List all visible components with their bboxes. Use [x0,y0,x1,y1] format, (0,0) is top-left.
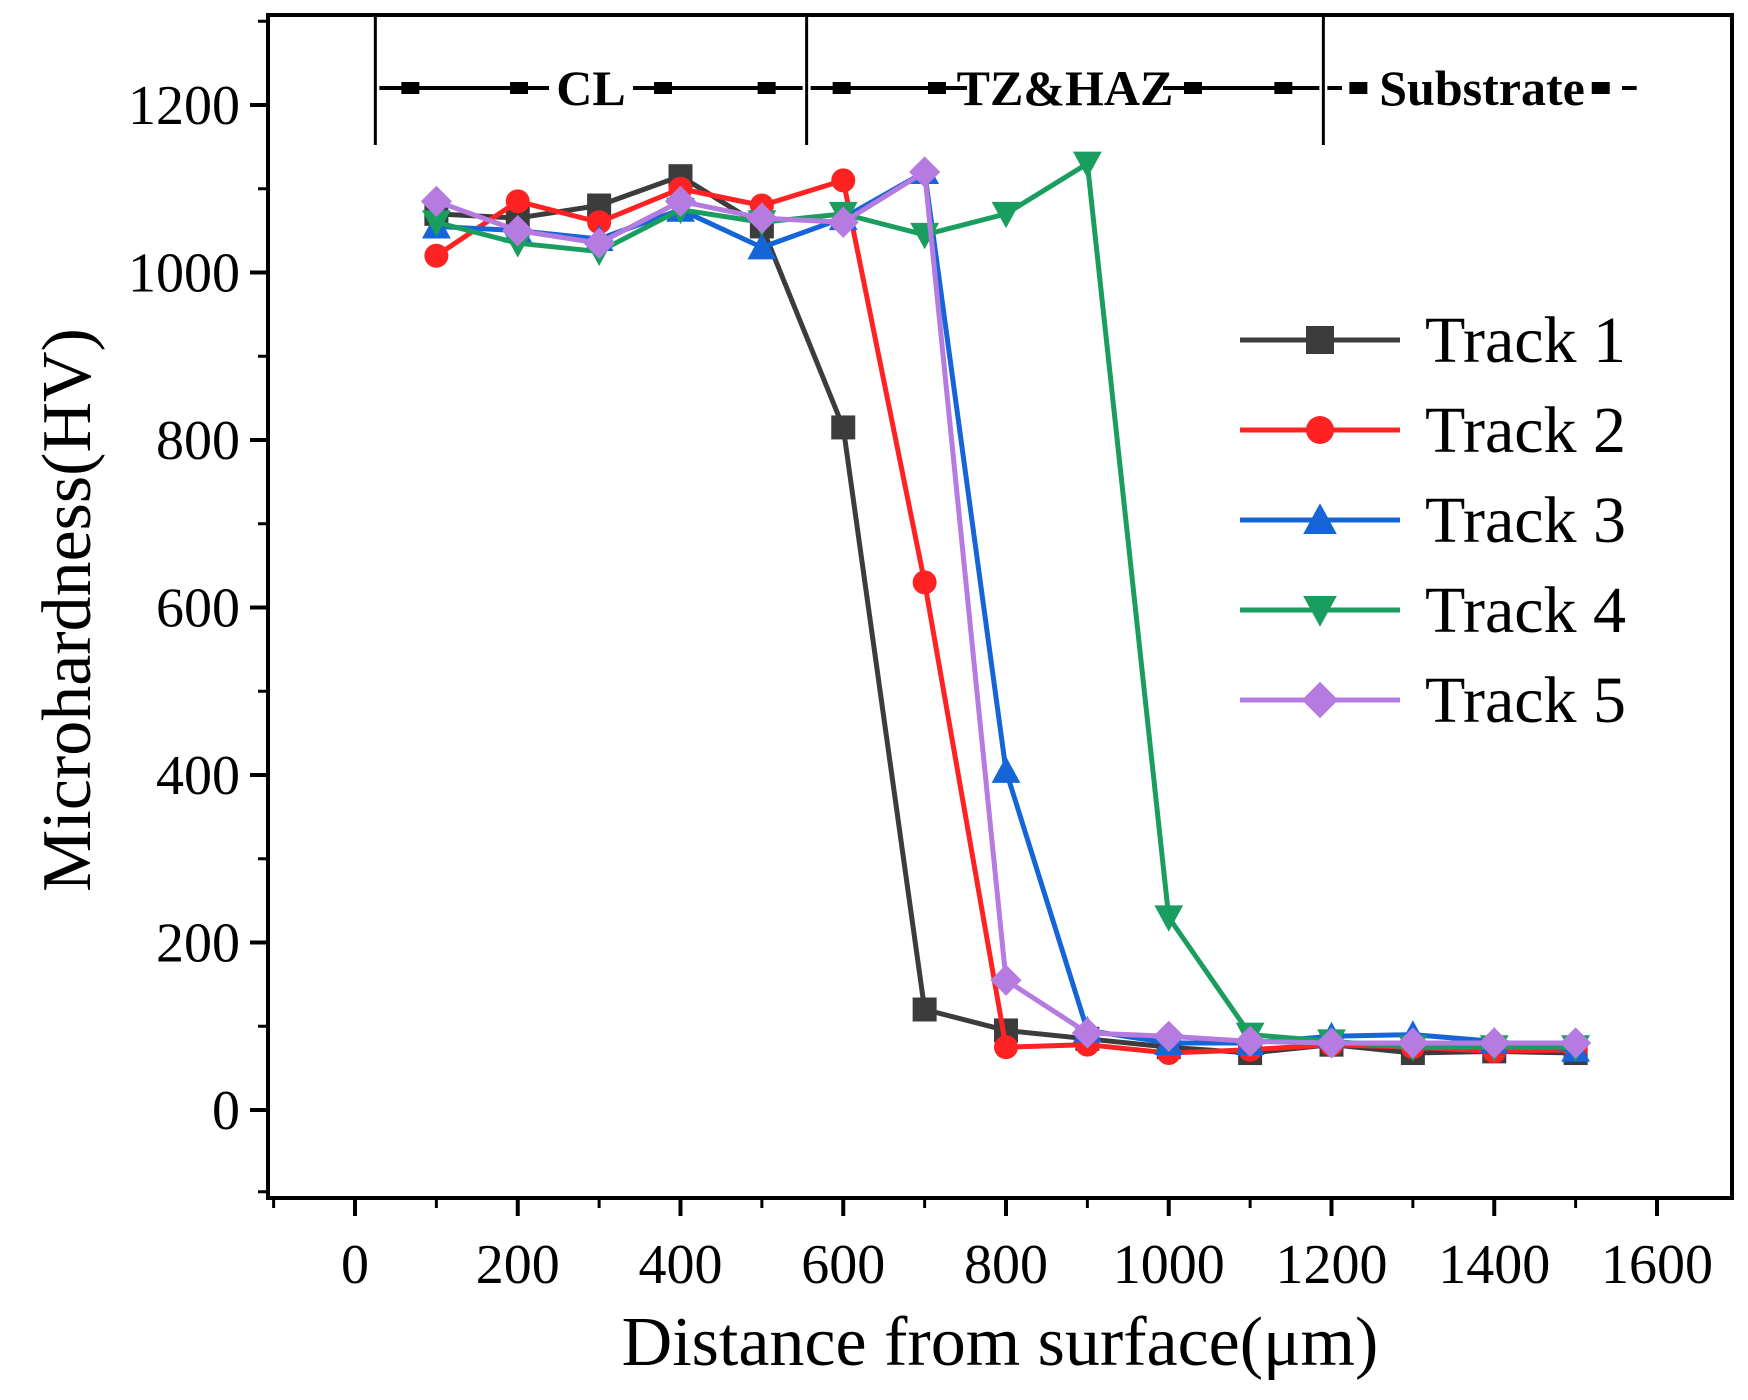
legend-item: Track 3 [1240,484,1626,557]
x-tick-label: 1600 [1601,1234,1713,1296]
data-point [747,232,777,260]
data-point [912,997,937,1022]
series-line [435,161,1576,1050]
y-tick-label: 1200 [128,75,240,137]
data-point [502,215,534,247]
zone-label: TZ&HAZ [957,60,1174,116]
data-point [827,206,859,238]
data-point [1154,905,1184,932]
data-point [990,964,1022,996]
data-point [994,1035,1018,1060]
zone-marker [401,82,420,94]
data-point [1303,503,1337,534]
data-point [1071,1017,1103,1049]
zone-marker [1591,82,1610,94]
zone-marker [1349,82,1368,94]
data-point [1072,151,1102,179]
legend-label: Track 2 [1425,394,1626,467]
data-point [1315,1027,1348,1059]
series-5 [420,156,1592,1059]
zone-marker [509,82,528,94]
legend-label: Track 4 [1425,574,1626,647]
x-tick-label: 1000 [1113,1234,1225,1296]
zone-marker [653,82,672,94]
zone-marker [927,82,946,94]
data-point [746,202,778,234]
legend-label: Track 3 [1425,484,1626,557]
legend-label: Track 5 [1425,664,1626,737]
series-line [436,169,1576,1053]
legend-item: Track 5 [1240,664,1626,737]
x-tick-label: 0 [341,1234,369,1296]
zone-marker [1274,82,1293,94]
x-tick-label: 400 [639,1234,723,1296]
series-3 [421,157,1591,1062]
data-point [664,185,697,217]
data-point [1397,1027,1429,1059]
legend-item: Track 2 [1240,394,1626,467]
data-point [587,210,612,235]
data-point [421,210,451,237]
y-tick-label: 400 [156,745,240,807]
axes-layer: 0 200 400 600 800 1000 1200 1400 1600 0 200 400 600 8… [128,19,1713,1296]
x-tick-label: 1200 [1276,1234,1388,1296]
legend-item: Track 4 [1240,574,1626,647]
data-point [1153,1020,1185,1052]
y-tick-label: 0 [212,1080,240,1142]
data-point [831,168,856,193]
data-point [912,570,937,595]
x-axis-title: Distance from surface(μm) [622,1304,1379,1381]
zone-label: Substrate [1379,60,1585,116]
data-point [831,415,856,440]
data-point [991,201,1021,229]
series-1 [424,164,1588,1066]
data-point [424,243,449,268]
legend: Track 1 Track 2 Track 3 Track 4 Track 5 [1240,304,1626,737]
data-point [420,185,452,217]
data-point [1306,416,1334,444]
y-tick-label: 200 [156,913,240,975]
data-point [1478,1027,1510,1059]
legend-label: Track 1 [1425,304,1626,377]
series-line [436,173,1576,1056]
series-layer [420,151,1592,1066]
data-point [505,189,530,214]
zone-label: CL [556,60,625,116]
series-line [434,177,1576,1056]
zone-marker [757,82,776,94]
zone-marker [832,82,851,94]
data-point [1301,681,1339,719]
x-tick-label: 600 [801,1234,885,1296]
zone-marker [1183,82,1202,94]
x-tick-label: 800 [964,1234,1048,1296]
legend-item: Track 1 [1240,304,1626,377]
y-tick-label: 600 [156,578,240,640]
data-point [1303,596,1337,627]
x-tick-label: 1400 [1438,1234,1550,1296]
data-point [909,156,941,188]
data-point [991,756,1021,783]
y-tick-label: 800 [156,410,240,472]
data-point [1306,326,1334,354]
y-axis-title: Microhardness(HV) [29,328,106,892]
data-point [1234,1025,1266,1057]
zone-bar: CL TZ&HAZ Substrate [373,15,1637,145]
x-tick-label: 200 [476,1234,560,1296]
y-tick-label: 1000 [128,243,240,305]
data-point [583,227,615,259]
series-4 [421,151,1591,1062]
series-line [435,169,1576,1046]
series-2 [424,168,1588,1066]
data-point [1560,1027,1592,1059]
